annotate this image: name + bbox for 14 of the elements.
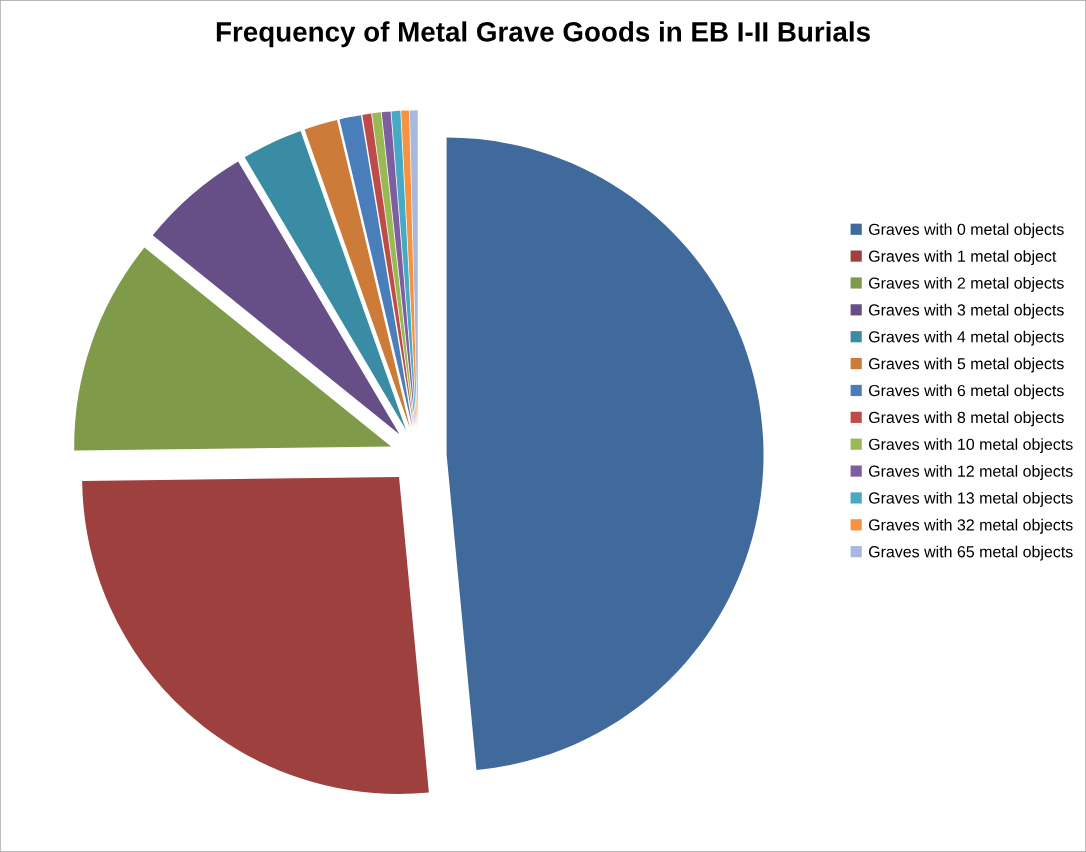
legend-label: Graves with 3 metal objects: [868, 303, 1064, 319]
legend-label: Graves with 13 metal objects: [868, 491, 1073, 507]
chart-title: Frequency of Metal Grave Goods in EB I-II Burials: [216, 21, 870, 48]
legend-label: Graves with 32 metal objects: [868, 518, 1073, 534]
legend-label: Graves with 12 metal objects: [868, 465, 1073, 480]
legend-label: Graves with 1 metal object: [868, 250, 1057, 266]
legend-label: Graves with 6 metal objects: [868, 384, 1064, 400]
legend-label: Graves with 8 metal objects: [868, 411, 1064, 427]
legend-label: Graves with 0 metal objects: [868, 223, 1064, 239]
legend-label: Graves with 5 metal objects: [868, 357, 1064, 373]
legend-label: Graves with 2 metal objects: [868, 277, 1064, 292]
legend-label: Graves with 65 metal objects: [868, 545, 1073, 561]
legend-label: Graves with 10 metal objects: [868, 438, 1073, 454]
legend-label: Graves with 4 metal objects: [868, 330, 1064, 346]
